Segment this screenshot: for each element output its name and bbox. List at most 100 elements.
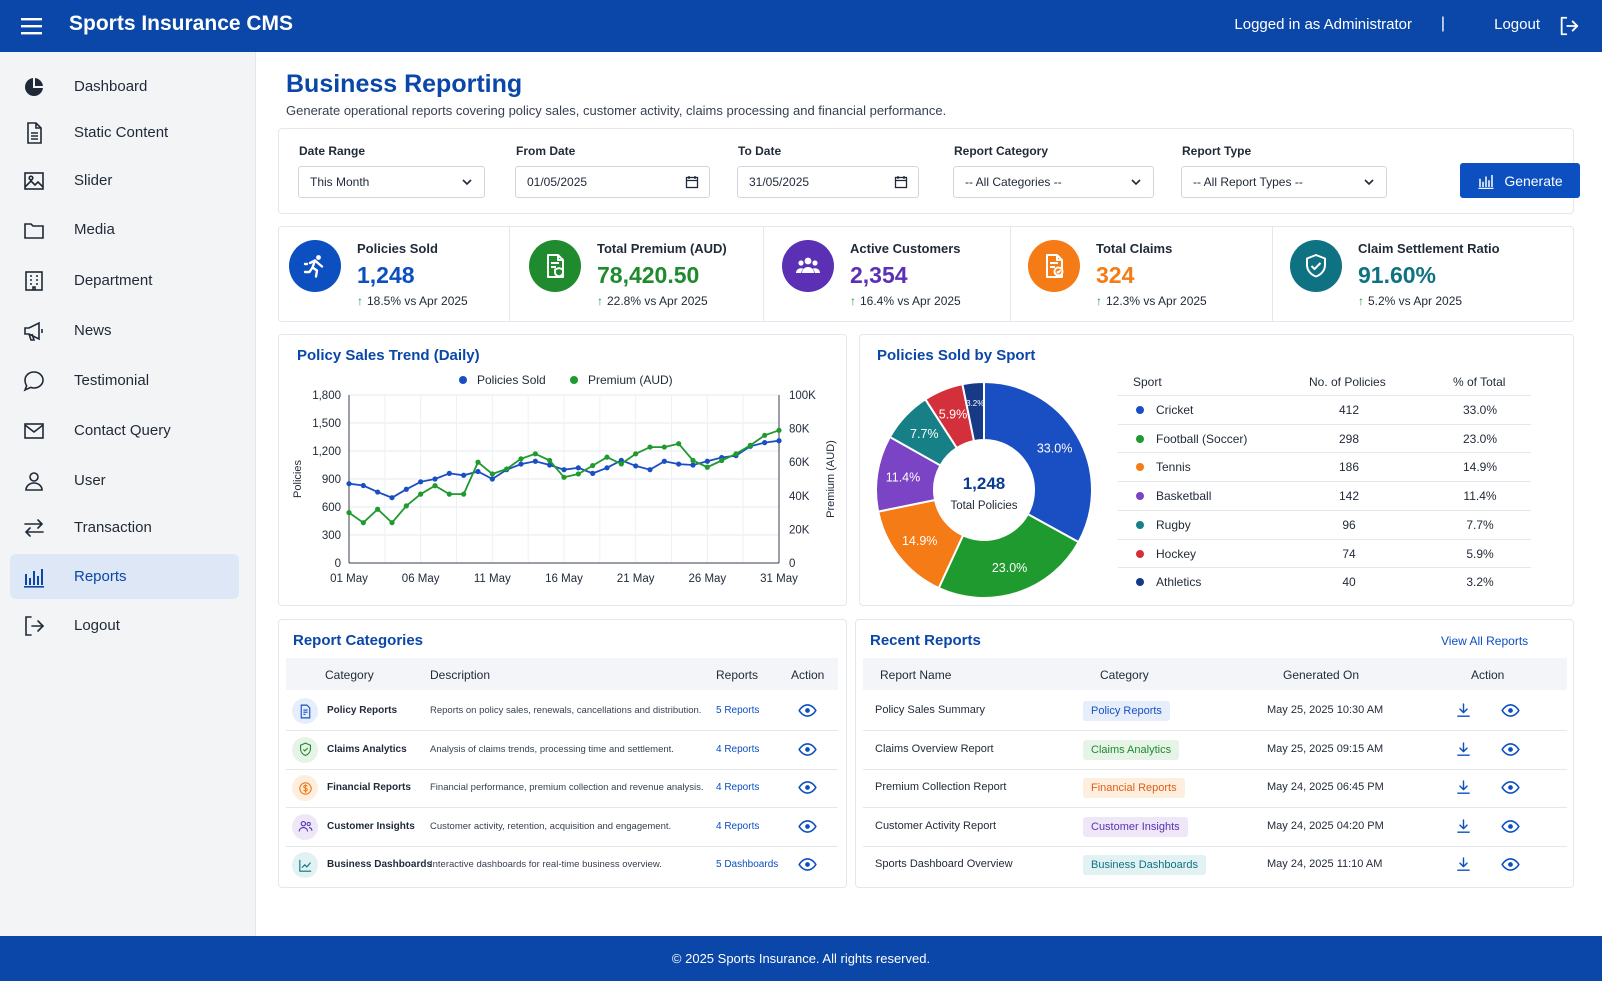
generate-button[interactable]: Generate xyxy=(1460,163,1580,198)
data-point xyxy=(375,489,381,495)
view-eye-icon[interactable] xyxy=(1501,778,1520,797)
date-range-value: This Month xyxy=(310,175,370,189)
report-category-select[interactable]: -- All Categories -- xyxy=(953,166,1154,198)
category-reports-link[interactable]: 4 Reports xyxy=(716,782,760,794)
kpi-icon-circle xyxy=(782,240,834,292)
view-eye-icon[interactable] xyxy=(798,778,817,797)
data-point xyxy=(733,451,739,457)
logout-icon[interactable] xyxy=(1558,15,1580,37)
x-tick-label: 21 May xyxy=(617,573,655,585)
category-badge: Customer Insights xyxy=(1083,816,1188,837)
category-reports-link[interactable]: 5 Dashboards xyxy=(716,859,779,871)
sport-name: Basketball xyxy=(1156,489,1212,504)
card-title: Recent Reports xyxy=(870,632,981,649)
legend-swatch xyxy=(1136,406,1144,414)
menu-icon[interactable] xyxy=(20,15,44,37)
sidebar-item-contact-query[interactable]: Contact Query xyxy=(10,408,239,453)
sidebar-item-logout[interactable]: Logout xyxy=(10,603,239,648)
sport-name: Tennis xyxy=(1156,460,1191,475)
table-row-divider xyxy=(286,807,838,809)
table-row: Business Dashboards Interactive dashboard… xyxy=(286,846,838,884)
report-type-label: Report Type xyxy=(1182,144,1252,158)
data-point xyxy=(776,438,782,444)
logged-in-text: Logged in as Administrator xyxy=(1234,16,1412,33)
data-point xyxy=(446,470,452,476)
sidebar-item-testimonial[interactable]: Testimonial xyxy=(10,358,239,403)
bar-chart-icon xyxy=(24,568,44,588)
category-name: Policy Reports xyxy=(327,705,398,716)
sidebar-item-dashboard[interactable]: Dashboard xyxy=(10,64,239,109)
download-icon[interactable] xyxy=(1455,856,1472,873)
column-header: Category xyxy=(325,668,374,682)
table-row-divider xyxy=(1118,452,1531,454)
table-header-row: Category Description Reports Action xyxy=(286,658,838,690)
from-date-input[interactable]: 01/05/2025 xyxy=(515,166,710,198)
view-eye-icon[interactable] xyxy=(798,740,817,759)
sidebar-item-label: Transaction xyxy=(74,519,152,536)
category-reports-link[interactable]: 5 Reports xyxy=(716,705,760,716)
date-range-select[interactable]: This Month xyxy=(298,166,485,198)
view-eye-icon[interactable] xyxy=(1501,740,1520,759)
data-point xyxy=(403,486,409,492)
megaphone-icon xyxy=(24,321,43,341)
arrow-up-icon: ↑ xyxy=(1096,294,1102,308)
y-tick-label: 0 xyxy=(335,558,341,570)
column-header: Category xyxy=(1100,668,1149,682)
footer: © 2025 Sports Insurance. All rights rese… xyxy=(0,936,1602,981)
y2-tick-label: 100K xyxy=(789,390,816,402)
sport-name: Rugby xyxy=(1156,517,1191,532)
download-icon[interactable] xyxy=(1455,818,1472,835)
view-all-reports-link[interactable]: View All Reports xyxy=(1441,634,1529,648)
sidebar-item-reports[interactable]: Reports xyxy=(10,554,239,599)
view-eye-icon[interactable] xyxy=(798,817,817,836)
data-point xyxy=(747,442,753,448)
arrow-up-icon: ↑ xyxy=(1358,294,1364,308)
policy-count: 142 xyxy=(1338,489,1360,504)
data-point xyxy=(518,456,524,462)
sidebar-item-slider[interactable]: Slider xyxy=(10,158,239,203)
category-description: Reports on policy sales, renewals, cance… xyxy=(430,705,702,716)
download-icon[interactable] xyxy=(1455,741,1472,758)
view-eye-icon[interactable] xyxy=(1501,701,1520,720)
y-tick-label: 1,800 xyxy=(312,390,341,402)
report-type-select[interactable]: -- All Report Types -- xyxy=(1181,166,1387,198)
download-icon[interactable] xyxy=(1455,779,1472,796)
category-reports-link[interactable]: 4 Reports xyxy=(716,743,760,755)
kpi-delta-text: 16.4% vs Apr 2025 xyxy=(860,294,961,308)
sidebar-item-user[interactable]: User xyxy=(10,458,239,503)
kpi-value: 91.60% xyxy=(1358,262,1437,288)
download-icon[interactable] xyxy=(1455,702,1472,719)
header-logout-link[interactable]: Logout xyxy=(1494,16,1540,33)
data-point xyxy=(618,461,624,467)
sidebar-item-transaction[interactable]: Transaction xyxy=(10,505,239,550)
view-eye-icon[interactable] xyxy=(798,855,817,874)
sidebar-item-media[interactable]: Media xyxy=(10,207,239,252)
view-eye-icon[interactable] xyxy=(1501,817,1520,836)
policy-count: 96 xyxy=(1342,517,1356,532)
policy-percent: 14.9% xyxy=(1462,460,1498,475)
table-header-row: Report Name Category Generated On Action xyxy=(863,658,1567,690)
category-reports-link[interactable]: 4 Reports xyxy=(716,820,760,832)
sidebar-item-department[interactable]: Department xyxy=(10,258,239,303)
category-badge: Business Dashboards xyxy=(1083,855,1207,876)
category-badge: Policy Reports xyxy=(1083,701,1170,721)
policy-document-icon xyxy=(547,254,564,278)
table-row: Customer Insights Customer activity, rete… xyxy=(286,808,838,846)
table-row: Sports Dashboard Overview Business Dashbo… xyxy=(863,846,1567,884)
pct-header: % of Total xyxy=(1453,375,1506,389)
category-name: Business Dashboards xyxy=(327,859,433,871)
calendar-icon[interactable] xyxy=(685,175,699,189)
sidebar-item-news[interactable]: News xyxy=(10,308,239,353)
calendar-icon[interactable] xyxy=(894,175,908,189)
to-date-input[interactable]: 31/05/2025 xyxy=(737,166,919,198)
category-name: Claims Analytics xyxy=(327,743,407,755)
arrow-up-icon: ↑ xyxy=(357,294,363,308)
sidebar-item-static-content[interactable]: Static Content xyxy=(10,110,239,155)
kpi-delta: ↑ 18.5% vs Apr 2025 xyxy=(357,294,468,308)
legend-swatch xyxy=(459,376,467,384)
view-eye-icon[interactable] xyxy=(1501,855,1520,874)
view-eye-icon[interactable] xyxy=(798,701,817,720)
policy-count: 186 xyxy=(1338,460,1360,475)
report-type-value: -- All Report Types -- xyxy=(1193,175,1303,189)
kpi-label: Active Customers xyxy=(850,241,961,256)
